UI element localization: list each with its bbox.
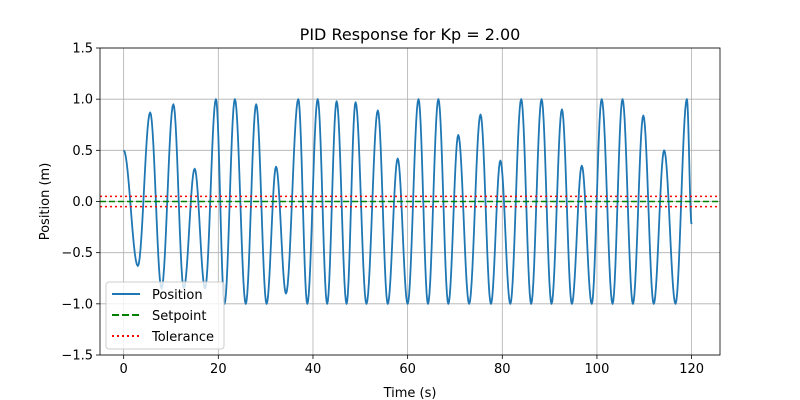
x-tick-label: 80 xyxy=(494,362,511,377)
x-axis-label: Time (s) xyxy=(383,386,437,400)
legend-label-position: Position xyxy=(152,288,203,303)
y-tick-label: 1.0 xyxy=(72,93,93,108)
x-tick-label: 0 xyxy=(120,362,128,377)
y-tick-label: −0.5 xyxy=(61,246,93,261)
y-tick-label: 0.0 xyxy=(72,195,93,210)
x-tick-label: 120 xyxy=(679,362,704,377)
y-axis-label: Position (m) xyxy=(38,163,53,241)
legend-box xyxy=(105,281,225,350)
position-series-line xyxy=(122,98,693,305)
legend-label-setpoint: Setpoint xyxy=(152,309,207,324)
x-tick-label: 60 xyxy=(399,362,416,377)
plot-series xyxy=(100,98,720,305)
x-tick-label: 20 xyxy=(210,362,227,377)
y-tick-label: −1.5 xyxy=(61,349,93,364)
x-tick-label: 40 xyxy=(305,362,322,377)
legend-label-tolerance: Tolerance xyxy=(151,330,214,345)
chart-title: PID Response for Kp = 2.00 xyxy=(300,25,521,44)
y-tick-label: −1.0 xyxy=(61,297,93,312)
x-tick-label: 100 xyxy=(585,362,610,377)
axis-ticks: 0 20 40 60 80 100 120 −1.5 −1.0 −0.5 0.0 0.5 1.0 1.5 xyxy=(61,42,704,378)
legend: Position Setpoint Tolerance xyxy=(105,281,225,350)
y-tick-label: 0.5 xyxy=(72,144,93,159)
y-tick-label: 1.5 xyxy=(72,42,93,57)
